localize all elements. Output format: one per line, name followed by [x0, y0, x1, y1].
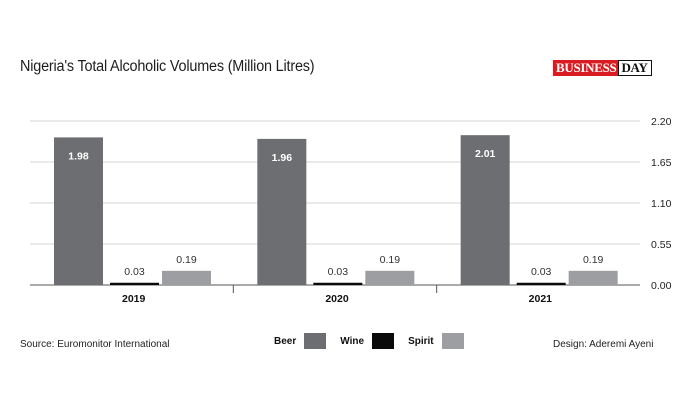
- bar-wine: [313, 282, 363, 285]
- legend-swatch-spirit: [441, 333, 464, 349]
- y-tick-label: 1.10: [651, 198, 672, 210]
- data-label: 0.03: [531, 266, 552, 278]
- legend: Beer Wine Spirit: [274, 333, 478, 349]
- legend-label-beer: Beer: [274, 335, 297, 347]
- legend-item-spirit: Spirit: [408, 333, 464, 349]
- legend-label-wine: Wine: [340, 335, 365, 347]
- bar-spirit: [365, 270, 415, 285]
- bar-beer: [257, 138, 307, 285]
- x-tick-label: 2021: [529, 293, 553, 305]
- logo-business: BUSINESS: [553, 60, 619, 76]
- y-tick-label: 1.65: [651, 157, 672, 169]
- bar-spirit: [162, 270, 211, 285]
- x-tick-label: 2019: [122, 293, 146, 305]
- bar-spirit: [568, 270, 618, 285]
- data-label: 0.19: [583, 254, 604, 266]
- bar-wine: [110, 282, 159, 285]
- data-label: 0.03: [124, 266, 145, 278]
- legend-swatch-beer: [304, 333, 327, 349]
- y-tick-label: 2.20: [651, 116, 672, 128]
- logo-day: DAY: [618, 60, 652, 76]
- bar-beer: [54, 137, 103, 285]
- businessday-logo: BUSINESS DAY: [553, 60, 652, 76]
- source-note: Source: Euromonitor International: [20, 339, 170, 350]
- y-tick-label: 0.55: [651, 239, 672, 251]
- bar-wine: [516, 282, 566, 285]
- data-label: 0.19: [176, 254, 197, 266]
- legend-label-spirit: Spirit: [408, 335, 434, 347]
- chart-title: Nigeria's Total Alcoholic Volumes (Milli…: [20, 58, 315, 75]
- data-label: 2.01: [475, 148, 496, 160]
- data-label: 0.19: [380, 254, 401, 266]
- legend-swatch-wine: [372, 333, 395, 349]
- x-tick-label: 2020: [325, 293, 349, 305]
- data-label: 1.98: [68, 150, 89, 162]
- data-label: 0.03: [328, 266, 349, 278]
- y-tick-label: 0.00: [651, 280, 672, 292]
- legend-item-beer: Beer: [274, 333, 327, 349]
- legend-item-wine: Wine: [340, 333, 395, 349]
- data-label: 1.96: [272, 152, 293, 164]
- design-credit: Design: Aderemi Ayeni: [553, 339, 654, 350]
- bar-beer: [460, 135, 510, 285]
